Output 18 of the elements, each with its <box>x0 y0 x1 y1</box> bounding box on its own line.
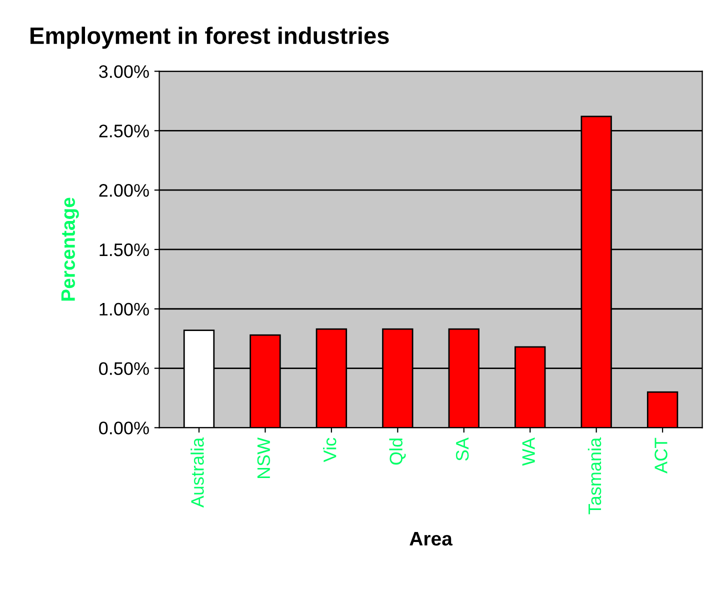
x-axis-title: Area <box>410 532 453 546</box>
y-tick-label: 2.50% <box>99 124 149 138</box>
x-tick-label: ACT <box>654 438 668 474</box>
x-tick-label: SA <box>456 437 469 461</box>
y-tick-label: 1.50% <box>100 243 149 256</box>
x-tick-label: WA <box>522 437 535 466</box>
y-tick-label: 2.00% <box>99 184 149 197</box>
x-tick-label: Tasmania <box>588 437 602 514</box>
x-tick-label: Australia <box>190 437 204 508</box>
x-tick-label: Qld <box>389 438 406 465</box>
y-tick-label: 0.00% <box>99 422 149 434</box>
y-tick-label: 0.50% <box>99 362 149 375</box>
y-tick-label: 3.00% <box>99 65 149 78</box>
x-tick-label: NSW <box>257 437 270 478</box>
x-tick-label: Vic <box>323 438 336 462</box>
y-tick-label: 1.00% <box>100 302 149 316</box>
y-axis-title: Percentage <box>61 198 79 301</box>
chart-title: Employment in forest industries <box>30 26 389 49</box>
